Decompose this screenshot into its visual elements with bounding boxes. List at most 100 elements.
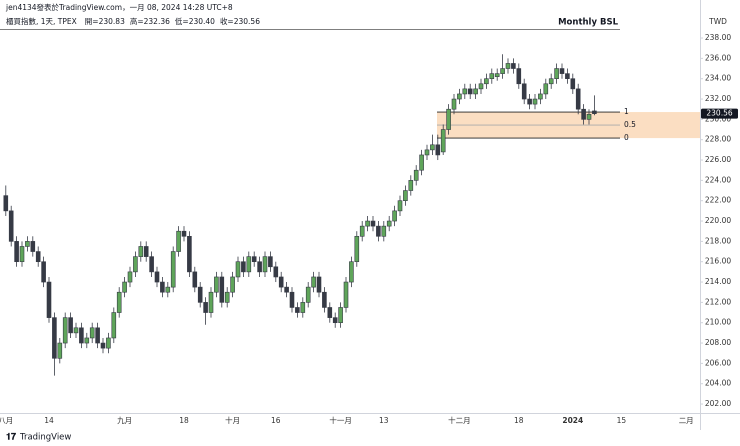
- candle-down: [154, 271, 160, 283]
- candle-up: [446, 108, 451, 130]
- candle-up: [349, 261, 354, 283]
- candle-up: [208, 291, 214, 313]
- candle-up: [365, 220, 370, 227]
- candle-up: [19, 246, 25, 263]
- candle-down: [376, 225, 381, 237]
- candle-up: [127, 271, 133, 283]
- y-tick-label: 232.00: [705, 94, 731, 103]
- y-tick-label: 218.00: [705, 236, 731, 245]
- candle-down: [295, 307, 300, 313]
- x-tick-label: 十一月: [329, 415, 352, 425]
- y-tick-label: 224.00: [705, 175, 731, 184]
- candle-up: [176, 230, 181, 252]
- x-tick-label: 13: [379, 416, 389, 425]
- candle-down: [181, 230, 187, 237]
- candle-up: [62, 317, 68, 344]
- fib-label: 1: [624, 107, 629, 116]
- candle-down: [370, 220, 376, 227]
- candle-up: [305, 286, 311, 303]
- candle-up: [116, 291, 122, 313]
- candle-down: [435, 144, 441, 156]
- candle-up: [462, 88, 468, 95]
- ohlc-name: 開=: [85, 17, 99, 26]
- candle-up: [489, 73, 495, 80]
- candle-up: [413, 169, 419, 181]
- last-price-label: 230.56: [706, 109, 732, 118]
- candle-up: [397, 200, 403, 212]
- byline: jen4134發表於TradingView.com，一月 08, 2024 14…: [5, 2, 233, 12]
- brand: TradingView: [19, 433, 71, 443]
- candle-up: [84, 337, 90, 344]
- candle-down: [68, 317, 73, 334]
- candle-down: [527, 98, 532, 105]
- candle-up: [473, 88, 478, 95]
- y-tick-label: 208.00: [705, 338, 731, 347]
- x-tick-label: 八月: [0, 416, 13, 425]
- y-tick-label: 222.00: [705, 196, 731, 205]
- y-tick-label: 236.00: [705, 53, 731, 62]
- ohlc-value: 230.83: [99, 17, 125, 26]
- candle-up: [505, 63, 511, 69]
- candle-down: [35, 251, 41, 263]
- candle-down: [192, 271, 198, 288]
- candle-up: [311, 276, 316, 288]
- candle-down: [187, 235, 192, 273]
- candle-up: [122, 281, 127, 293]
- candle-up: [343, 281, 349, 308]
- candle-up: [451, 98, 457, 110]
- fib-label: 0.5: [624, 120, 636, 129]
- candle-down: [100, 342, 106, 349]
- candle-down: [241, 261, 246, 273]
- candle-up: [230, 276, 235, 293]
- y-tick-label: 202.00: [705, 399, 731, 408]
- y-tick-label: 234.00: [705, 74, 731, 83]
- candle-down: [273, 266, 279, 278]
- candle-up: [165, 286, 171, 293]
- last-price-tag: [701, 108, 738, 119]
- candle-down: [559, 68, 565, 74]
- candle-up: [133, 256, 138, 273]
- candle-down: [521, 83, 527, 100]
- y-tick-label: 204.00: [705, 379, 731, 388]
- y-tick-label: 226.00: [705, 155, 731, 164]
- candle-up: [106, 337, 111, 349]
- symbol: 櫃買指數, 1天, TPEX: [6, 16, 77, 26]
- y-tick-label: 210.00: [705, 318, 731, 327]
- candle-down: [467, 88, 473, 95]
- candle-up: [548, 78, 554, 85]
- candle-down: [570, 78, 576, 90]
- x-tick-label: 15: [617, 416, 627, 425]
- x-tick-label: 16: [271, 416, 281, 425]
- candle-down: [41, 261, 46, 283]
- candle-up: [440, 129, 446, 153]
- candle-down: [581, 108, 586, 120]
- candle-up: [532, 98, 538, 105]
- candle-up: [424, 149, 430, 156]
- ohlc-name: 低=: [175, 16, 189, 26]
- candle-down: [30, 241, 36, 252]
- candle-down: [332, 317, 338, 324]
- footer-logo: 𝟏𝟕 TradingView: [6, 432, 71, 443]
- candle-up: [403, 190, 408, 202]
- candle-down: [316, 276, 322, 293]
- candle-down: [592, 110, 597, 114]
- logo-mark: 𝟏𝟕: [6, 432, 16, 443]
- candle-up: [478, 83, 484, 90]
- candle-up: [338, 307, 343, 324]
- candle-down: [565, 73, 570, 80]
- candle-up: [494, 73, 500, 77]
- candle-up: [408, 180, 414, 191]
- candle-down: [14, 241, 19, 263]
- candle-up: [25, 241, 30, 247]
- candle-up: [224, 291, 230, 303]
- candle-up: [354, 235, 360, 263]
- candle-up: [457, 93, 462, 100]
- candle-up: [359, 225, 365, 237]
- candle-down: [516, 68, 522, 85]
- candle-up: [73, 327, 79, 334]
- candle-down: [322, 291, 327, 308]
- y-tick-label: 238.00: [705, 33, 731, 42]
- candle-up: [430, 144, 435, 151]
- candle-up: [57, 342, 63, 359]
- candle-up: [500, 68, 505, 74]
